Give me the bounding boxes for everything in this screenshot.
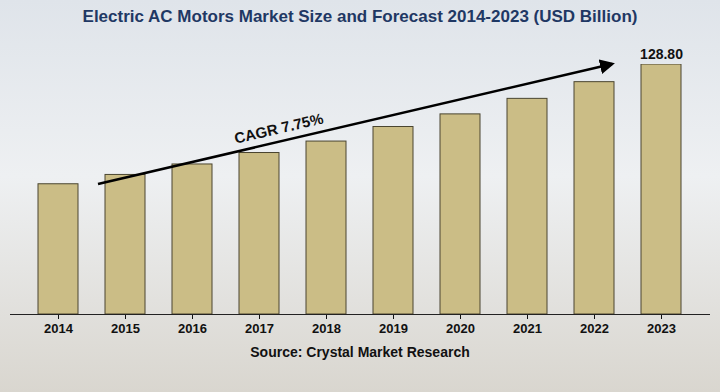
- svg-text:2018: 2018: [312, 321, 341, 336]
- svg-text:2022: 2022: [580, 321, 609, 336]
- svg-text:2014: 2014: [44, 321, 74, 336]
- svg-text:2015: 2015: [111, 321, 140, 336]
- html-text:Source: Crystal Market Researc: Source: Crystal Market Research: [250, 344, 470, 360]
- svg-text:CAGR 7.75%: CAGR 7.75%: [233, 110, 325, 147]
- svg-text:2021: 2021: [513, 321, 542, 336]
- svg-text:2017: 2017: [245, 321, 274, 336]
- html-text:Electric AC Motors Market Size: Electric AC Motors Market Size and Forec…: [82, 7, 638, 26]
- svg-text:2020: 2020: [446, 321, 475, 336]
- svg-text:2023: 2023: [647, 321, 676, 336]
- svg-text:2016: 2016: [178, 321, 207, 336]
- svg-text:2019: 2019: [379, 321, 408, 336]
- svg-text:128.80: 128.80: [640, 46, 683, 62]
